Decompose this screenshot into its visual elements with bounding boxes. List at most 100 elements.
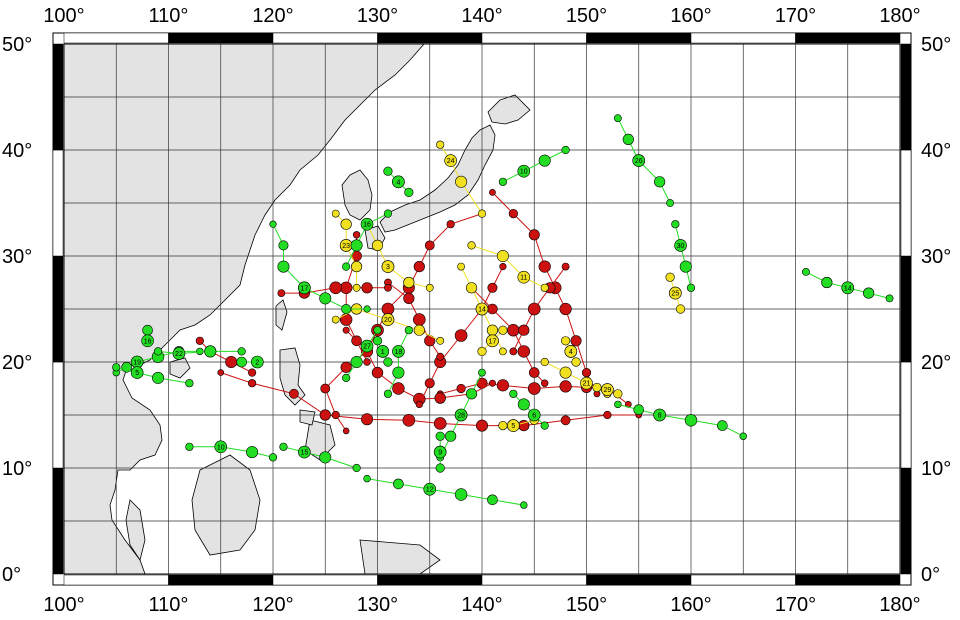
track-point: [393, 478, 404, 490]
x-tick-label-top: 130°: [357, 5, 398, 27]
map-frame: [52, 32, 912, 586]
storm-track: 24: [436, 140, 487, 218]
x-tick-label-top: 100°: [43, 5, 84, 27]
track-point: [603, 410, 612, 420]
storm-track: 9: [433, 431, 447, 473]
track-point: [279, 442, 288, 451]
track-line: [502, 149, 566, 183]
track-number-label: 15: [300, 450, 308, 457]
track-number-label: 26: [635, 158, 643, 165]
x-tick-label-bottom: 120°: [252, 594, 293, 616]
track-point: [435, 463, 445, 473]
track-point: [341, 303, 352, 314]
storm-track: 15: [279, 442, 361, 473]
track-number-label: 18: [395, 349, 403, 356]
track-point: [509, 347, 518, 356]
track-point: [351, 261, 363, 273]
track-point: [446, 220, 455, 229]
frame-segment-right: [900, 43, 912, 151]
malay-peninsula: [125, 499, 146, 561]
track-point: [342, 262, 351, 271]
storm-track: 25: [665, 272, 686, 314]
y-tick-label-left: 50°: [2, 34, 32, 56]
track-point: [412, 313, 426, 326]
track-point: [278, 240, 289, 251]
track-point: [560, 415, 571, 426]
frame-segment-top: [272, 32, 378, 44]
x-tick-label-top: 120°: [252, 5, 293, 27]
frame-segment-right: [900, 149, 912, 257]
track-point: [518, 324, 530, 336]
frame-segment-top: [377, 32, 483, 44]
track-point: [153, 347, 163, 356]
storm-track: 17: [477, 325, 508, 357]
track-number-label: 14: [478, 307, 486, 314]
track-number-label: 17: [489, 338, 497, 345]
track-number-label: 4: [569, 349, 573, 356]
track-number-label: 4: [396, 179, 400, 186]
track-label-marker: [381, 313, 395, 326]
track-point: [498, 325, 508, 335]
frame-segment-top: [795, 32, 901, 44]
track-label-marker: [475, 302, 489, 316]
track-point: [331, 315, 340, 324]
track-point: [561, 262, 570, 271]
frame-segment-top: [586, 32, 692, 44]
track-point: [342, 326, 350, 334]
track-point: [383, 357, 393, 367]
track-point: [559, 302, 572, 316]
track-point: [185, 442, 194, 451]
track-point: [217, 369, 225, 376]
track-point: [361, 413, 374, 426]
storm-track: 8: [614, 400, 747, 440]
x-tick-label-top: 110°: [149, 5, 189, 27]
track-label-marker: [517, 270, 531, 284]
track-point: [392, 382, 405, 395]
frame-segment-bottom: [272, 574, 378, 586]
track-point: [885, 294, 894, 303]
track-point: [517, 398, 530, 411]
track-number-label: 24: [447, 158, 455, 165]
storm-track: [384, 278, 445, 361]
frame-segment-left: [52, 43, 64, 151]
y-tick-label-left: 10°: [2, 458, 32, 480]
track-point: [424, 378, 435, 389]
track-number-label: 16: [144, 338, 152, 345]
track-point: [331, 209, 340, 218]
track-point: [339, 313, 353, 326]
track-point: [540, 379, 549, 387]
frame-segment-left: [52, 467, 64, 575]
track-number-label: 9: [438, 450, 442, 457]
storm-track: 21: [540, 357, 612, 398]
track-point: [383, 389, 393, 398]
track-number-label: 5: [511, 423, 515, 430]
storm-track: 23: [331, 209, 363, 292]
storm-track: 29: [592, 382, 623, 399]
y-tick-label-left: 40°: [2, 140, 32, 162]
track-label-marker: [444, 154, 457, 167]
storm-tracks: 2423311142120172529542630148195221617271…: [112, 114, 894, 509]
track-point: [454, 329, 468, 342]
track-point: [477, 209, 487, 218]
track-point: [622, 133, 634, 145]
japan-hokkaido: [487, 94, 531, 125]
track-point: [802, 267, 810, 276]
track-label-marker: [486, 334, 499, 348]
storm-track: 10: [185, 440, 278, 462]
track-point: [475, 419, 488, 432]
y-tick-label-left: 20°: [2, 352, 32, 374]
track-point: [342, 427, 350, 435]
y-tick-label-right: 50°: [921, 34, 951, 56]
track-point: [527, 382, 541, 395]
x-tick-label-top: 160°: [670, 5, 711, 27]
track-line: [439, 144, 483, 214]
track-point: [496, 250, 509, 263]
track-point: [363, 358, 371, 366]
track-point: [320, 383, 331, 394]
track-line: [116, 366, 190, 384]
track-point: [559, 366, 572, 379]
track-number-label: 10: [520, 169, 528, 176]
track-number-label: 6: [532, 413, 536, 420]
track-point: [269, 220, 277, 228]
storm-track: 10: [498, 145, 570, 186]
